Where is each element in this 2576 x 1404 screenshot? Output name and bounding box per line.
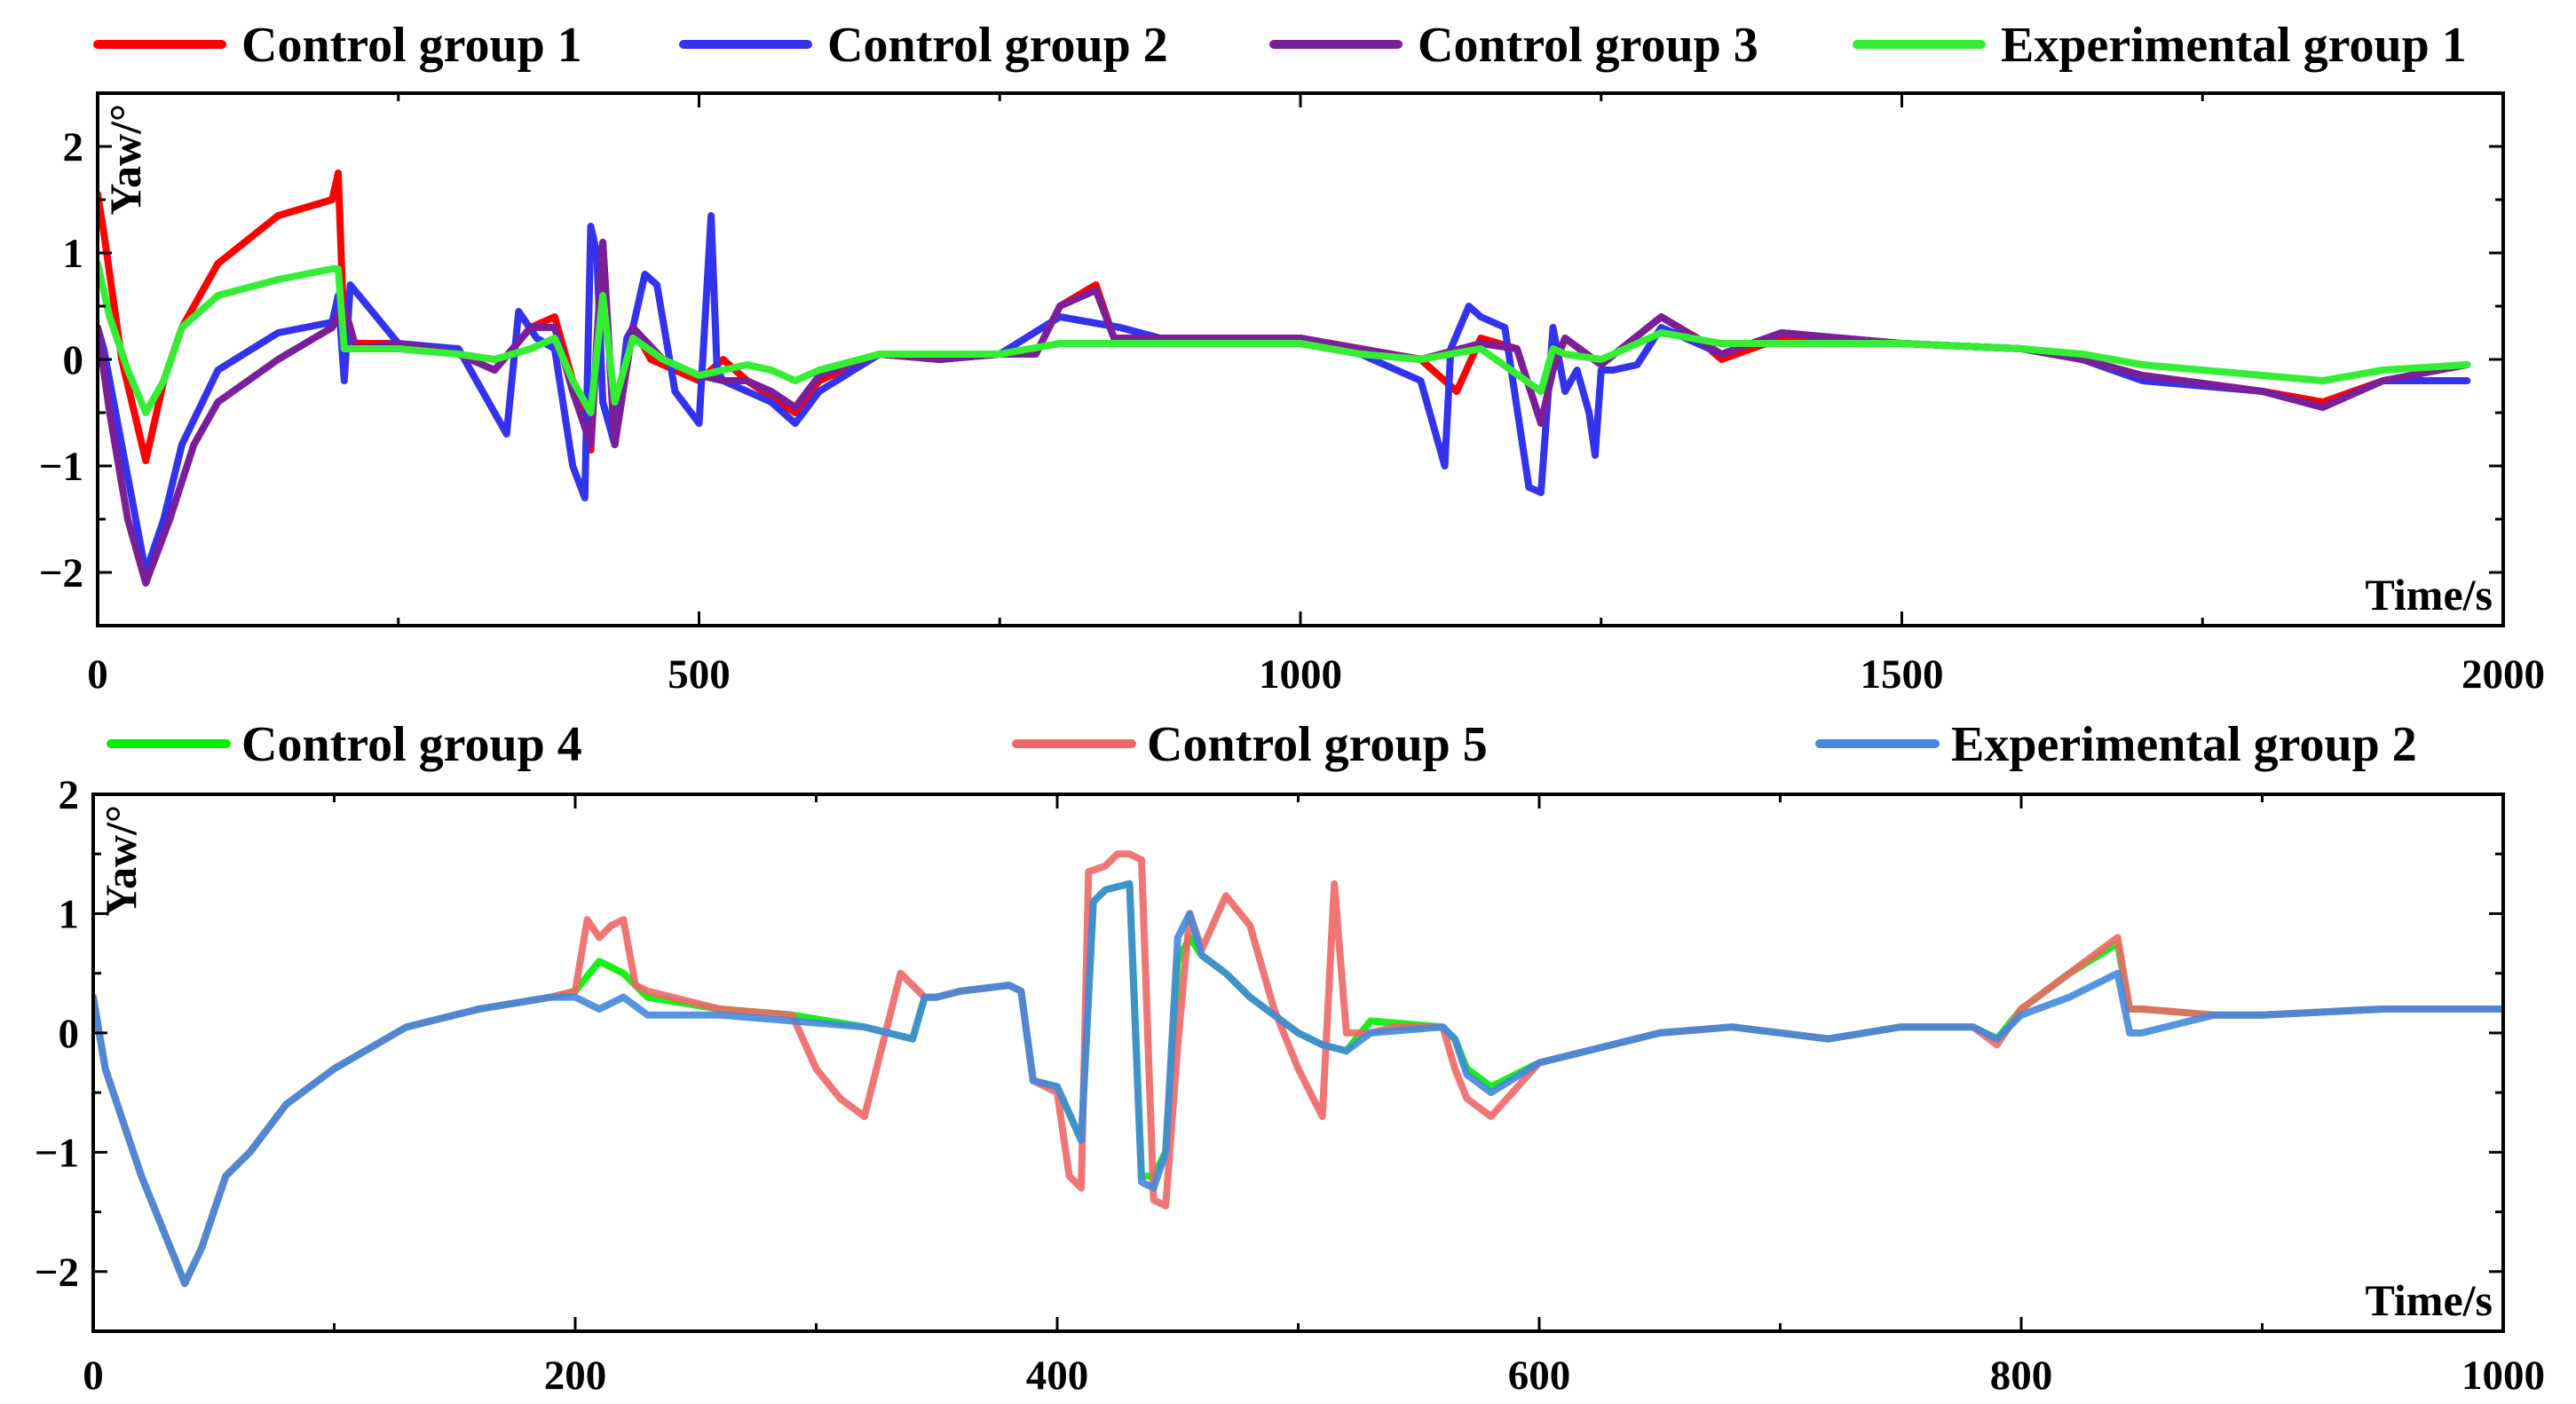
series-group — [98, 170, 2471, 587]
x-tick-label: 200 — [544, 1353, 607, 1399]
x-tick-label: 1000 — [1259, 651, 1342, 698]
x-tick-label: 600 — [1508, 1353, 1571, 1399]
legend: Control group 1 Control group 2 Control gr… — [93, 18, 2467, 73]
series-group — [93, 850, 2503, 1288]
x-tick-label: 0 — [87, 651, 108, 698]
x-axis-label: Time/s — [2365, 1275, 2493, 1325]
x-tick-label: 400 — [1026, 1353, 1089, 1399]
y-tick-label: 0 — [63, 337, 84, 383]
series-line-control-group-4 — [93, 879, 2503, 1288]
x-tick-label: 1500 — [1861, 651, 1944, 698]
series-line-control-group-1 — [98, 170, 2471, 464]
x-tick-label: 1000 — [2461, 1353, 2545, 1399]
y-tick-label: −1 — [39, 444, 83, 490]
legend: Control group 4 Control group 5 Experiment… — [107, 717, 2417, 772]
y-tick-label: −2 — [39, 550, 83, 596]
x-tick-label: 500 — [668, 651, 731, 698]
x-tick-label: 800 — [1990, 1353, 2053, 1399]
y-tick-label: −1 — [35, 1130, 79, 1176]
legend-label-control-group-2: Control group 2 — [827, 18, 1168, 73]
y-axis-label: Yaw/° — [100, 104, 150, 216]
series-line-control-group-3 — [98, 239, 2471, 587]
y-tick-label: 1 — [63, 231, 84, 277]
y-tick-label: 0 — [59, 1011, 80, 1057]
y-tick-label: 2 — [63, 124, 84, 170]
series-line-control-group-2 — [98, 212, 2471, 576]
legend-label-experimental-group-1: Experimental group 1 — [2001, 18, 2467, 73]
y-tick-label: 2 — [59, 772, 80, 818]
series-line-control-group-5 — [93, 850, 2503, 1288]
y-tick-label: 1 — [59, 891, 80, 937]
legend-label-control-group-4: Control group 4 — [241, 717, 582, 772]
y-axis-label: Yaw/° — [96, 805, 146, 917]
legend-label-control-group-1: Control group 1 — [241, 18, 582, 73]
series-line-experimental-group-1 — [98, 260, 2471, 416]
plot-frame — [96, 91, 2505, 627]
series-line-experimental-group-2 — [93, 879, 2503, 1288]
x-tick-label: 0 — [83, 1353, 104, 1399]
top-panel: 0 500 1000 1500 2000 −2 −1 0 1 2 Yaw/° Time/s Contro… — [39, 18, 2545, 698]
y-tick-label: −2 — [35, 1250, 79, 1296]
x-tick-label: 2000 — [2461, 651, 2545, 698]
bottom-panel: 0 200 400 600 800 1000 −2 −1 0 1 2 Yaw/° Time/s Contr… — [35, 717, 2545, 1399]
legend-label-control-group-5: Control group 5 — [1147, 717, 1488, 772]
legend-label-experimental-group-2: Experimental group 2 — [1951, 717, 2417, 772]
legend-label-control-group-3: Control group 3 — [1418, 18, 1758, 73]
x-axis-label: Time/s — [2365, 570, 2493, 619]
